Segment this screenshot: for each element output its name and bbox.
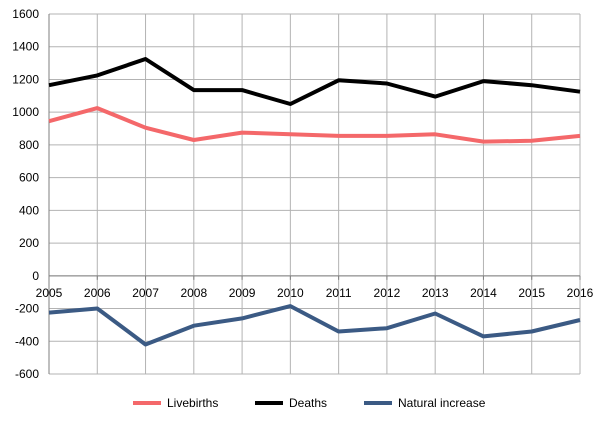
x-tick-label: 2010: [277, 286, 304, 300]
y-tick-label: -200: [15, 302, 39, 316]
series-lines: [48, 57, 581, 347]
x-tick-label: 2012: [374, 286, 401, 300]
x-tick-label: 2008: [180, 286, 207, 300]
x-tick-label: 2005: [36, 286, 63, 300]
y-tick-label: 0: [32, 269, 39, 283]
y-tick-label: 1600: [12, 7, 39, 21]
y-tick-label: 800: [19, 138, 39, 152]
x-tick-label: 2006: [84, 286, 111, 300]
legend-label-livebirths: Livebirths: [167, 396, 218, 410]
y-tick-label: -600: [15, 367, 39, 381]
y-tick-label: 1400: [12, 40, 39, 54]
y-tick-label: 1000: [12, 105, 39, 119]
y-tick-label: 400: [19, 203, 39, 217]
x-tick-label: 2013: [422, 286, 449, 300]
y-tick-label: 200: [19, 236, 39, 250]
gridlines: [48, 13, 581, 375]
x-tick-label: 2014: [470, 286, 497, 300]
x-tick-label: 2009: [229, 286, 256, 300]
series-line-natural-increase: [48, 304, 581, 347]
y-axis-tick-labels: -600 -400 -200 0 200 400 600 800 1000 1200 1400 160…: [12, 7, 39, 381]
series-line-deaths: [48, 57, 581, 106]
legend-label-natural-increase: Natural increase: [398, 396, 486, 410]
y-tick-label: -400: [15, 334, 39, 348]
series-line-livebirths: [48, 106, 581, 144]
y-tick-label: 600: [19, 171, 39, 185]
x-tick-label: 2016: [567, 286, 594, 300]
x-tick-label: 2015: [518, 286, 545, 300]
legend-label-deaths: Deaths: [289, 396, 327, 410]
x-tick-label: 2007: [132, 286, 159, 300]
y-tick-label: 1200: [12, 72, 39, 86]
x-axis-tick-labels: 2005 2006 2007 2008 2009 2010 2011 2012 2013 2014…: [36, 286, 594, 300]
legend: Livebirths Deaths Natural increase: [133, 396, 486, 410]
x-tick-label: 2011: [326, 286, 352, 300]
